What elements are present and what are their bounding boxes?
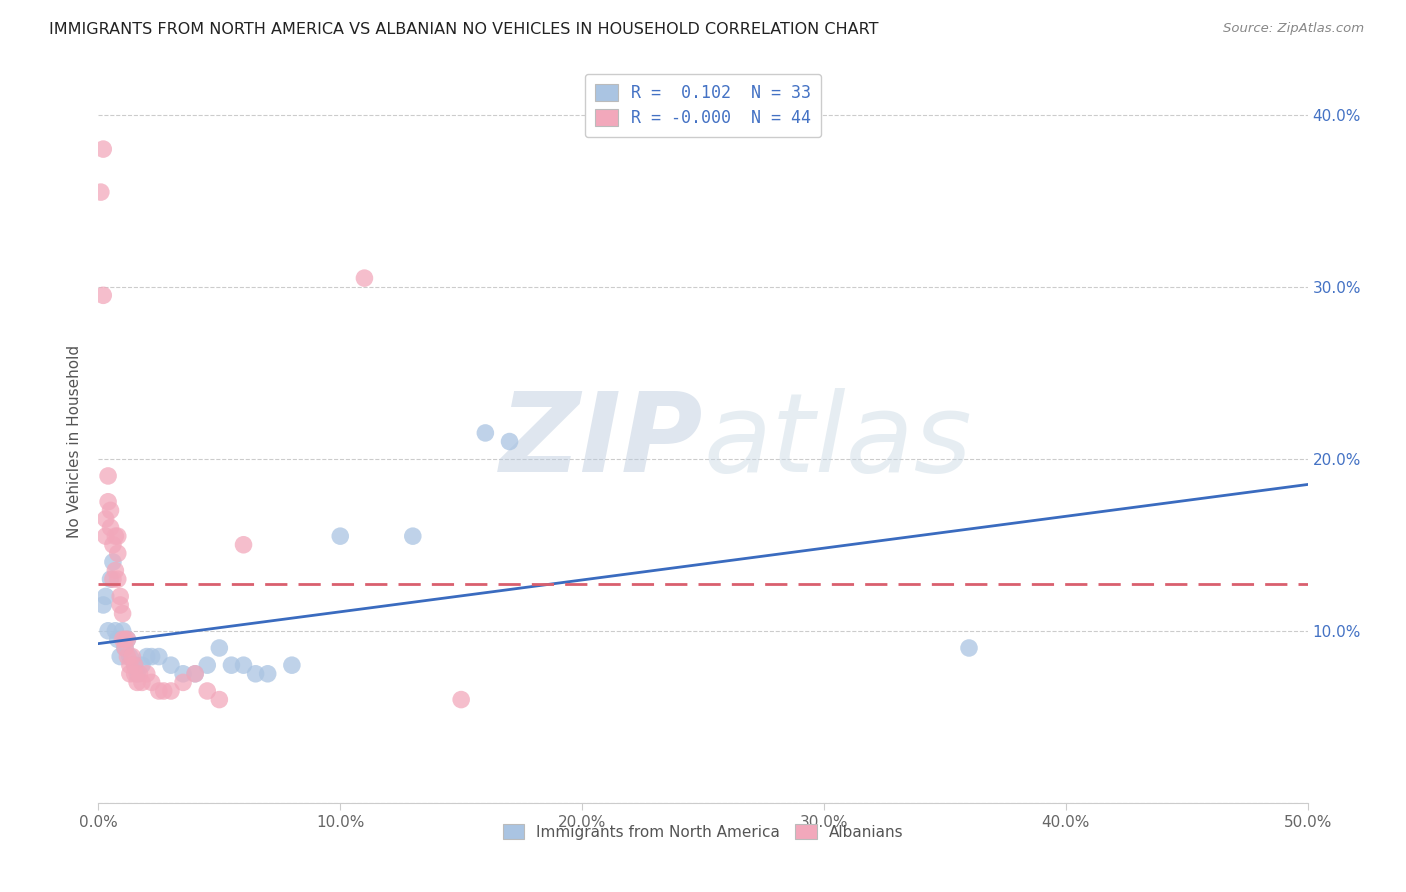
Point (108, 598, 131, 612)
Point (111, 624, 134, 638)
Point (124, 666, 146, 681)
Text: IMMIGRANTS FROM NORTH AMERICA VS ALBANIAN NO VEHICLES IN HOUSEHOLD CORRELATION C: IMMIGRANTS FROM NORTH AMERICA VS ALBANIA… (49, 22, 879, 37)
Point (957, 640, 980, 655)
Point (124, 658, 146, 673)
Text: ZIP: ZIP (499, 388, 703, 495)
Point (141, 675, 163, 690)
Point (101, 555, 124, 569)
Point (208, 640, 231, 655)
Point (94, 590, 117, 604)
Point (221, 658, 243, 673)
Point (107, 632, 129, 647)
Point (474, 425, 496, 440)
Point (97, 624, 120, 638)
Point (90, 185, 112, 199)
Point (97, 494, 120, 508)
Point (101, 572, 124, 586)
Point (131, 675, 153, 690)
Point (107, 529, 129, 543)
Point (152, 684, 174, 698)
Point (117, 632, 139, 647)
Point (208, 692, 231, 706)
Point (402, 529, 425, 543)
Point (281, 658, 304, 673)
Point (114, 640, 136, 655)
Point (353, 271, 375, 285)
Point (329, 529, 352, 543)
Point (160, 658, 183, 673)
Point (97, 469, 120, 483)
Point (160, 684, 183, 698)
Point (108, 590, 131, 604)
Point (128, 666, 150, 681)
Point (118, 649, 141, 664)
Point (117, 632, 139, 647)
Point (114, 640, 136, 655)
Point (135, 649, 157, 664)
Point (94, 529, 117, 543)
Point (141, 649, 163, 664)
Point (101, 538, 124, 552)
Point (498, 434, 520, 449)
Point (107, 546, 129, 560)
Point (100, 520, 122, 534)
Point (127, 666, 149, 681)
Point (172, 666, 194, 681)
Y-axis label: No Vehicles in Household: No Vehicles in Household (67, 345, 83, 538)
Point (111, 607, 134, 621)
Point (232, 538, 254, 552)
Point (104, 529, 127, 543)
Point (91, 288, 114, 302)
Point (135, 666, 157, 681)
Point (100, 572, 122, 586)
Text: Source: ZipAtlas.com: Source: ZipAtlas.com (1223, 22, 1364, 36)
Point (121, 649, 143, 664)
Point (450, 692, 472, 706)
Point (108, 649, 131, 664)
Point (184, 666, 207, 681)
Point (94, 512, 117, 526)
Point (195, 684, 218, 698)
Point (111, 632, 134, 647)
Legend: Immigrants from North America, Albanians: Immigrants from North America, Albanians (496, 818, 910, 846)
Point (195, 658, 218, 673)
Point (104, 564, 127, 578)
Point (124, 658, 146, 673)
Point (104, 624, 127, 638)
Point (148, 649, 170, 664)
Point (127, 675, 149, 690)
Point (100, 503, 122, 517)
Point (91, 142, 114, 156)
Point (117, 649, 139, 664)
Point (118, 666, 141, 681)
Point (91, 598, 114, 612)
Point (256, 666, 278, 681)
Point (245, 666, 267, 681)
Point (232, 658, 254, 673)
Point (184, 666, 207, 681)
Point (148, 684, 170, 698)
Text: atlas: atlas (703, 388, 972, 495)
Point (118, 658, 141, 673)
Point (114, 632, 136, 647)
Point (107, 572, 129, 586)
Point (172, 675, 194, 690)
Point (131, 658, 153, 673)
